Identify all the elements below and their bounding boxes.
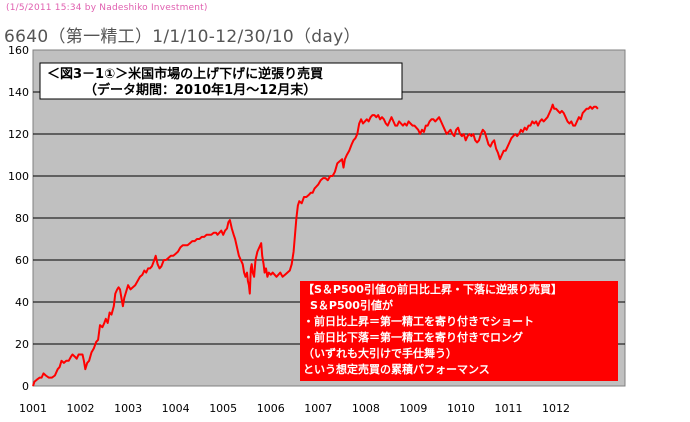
x-tick-label: 1001 [19,402,47,415]
x-tick-label: 1006 [257,402,285,415]
note-line-1: 【S＆P500引値の前日比上昇・下落に逆張り売買】 [303,282,562,296]
x-tick-label: 1011 [495,402,523,415]
series-line [32,103,599,387]
x-tick-label: 1012 [542,402,570,415]
x-tick-label: 1010 [447,402,475,415]
title-box: ＜図3－1①＞米国市場の上げ下げに逆張り売買 （データ期間：2010年1月～12… [39,62,403,100]
note-line-3: ・前日比上昇＝第一精工を寄り付きでショート [303,314,534,328]
note-line-4: ・前日比下落＝第一精工を寄り付きでロング [303,330,523,344]
x-tick-label: 1009 [399,402,427,415]
y-tick-label: 80 [15,212,29,225]
y-tick-label: 120 [8,128,29,141]
title-box-line-2: （データ期間：2010年1月～12月末） [84,82,316,98]
timestamp-credit: (1/5/2011 15:34 by Nadeshiko Investment) [6,3,208,13]
y-tick-label: 20 [15,338,29,351]
y-tick-label: 0 [22,380,29,393]
x-tick-label: 1004 [162,402,190,415]
x-axis-ticks: 1001 1002 1003 1004 1005 1006 1007 1008 1009 1010… [19,402,570,415]
y-tick-label: 160 [8,44,29,57]
y-tick-label: 40 [15,296,29,309]
y-tick-label: 140 [8,86,29,99]
x-tick-label: 1008 [352,402,380,415]
y-axis-ticks: 0 20 40 60 80 100 120 140 160 [8,44,29,393]
title-box-line-1: ＜図3－1①＞米国市場の上げ下げに逆張り売買 [47,66,323,82]
note-line-2: S＆P500引値が [310,298,393,312]
y-tick-label: 100 [8,170,29,183]
note-line-5: （いずれも大引けで手仕舞う） [303,346,457,360]
x-tick-label: 1003 [114,402,142,415]
x-tick-label: 1005 [209,402,237,415]
chart-title: 6640（第一精工）1/1/10-12/30/10（day） [4,27,361,47]
y-tick-label: 60 [15,254,29,267]
x-tick-label: 1002 [67,402,95,415]
annotation-note: 【S＆P500引値の前日比上昇・下落に逆張り売買】 S＆P500引値が ・前日比… [300,281,618,381]
note-line-6: という想定売買の累積パフォーマンス [303,362,490,376]
series-group [32,103,599,387]
x-tick-label: 1007 [304,402,332,415]
